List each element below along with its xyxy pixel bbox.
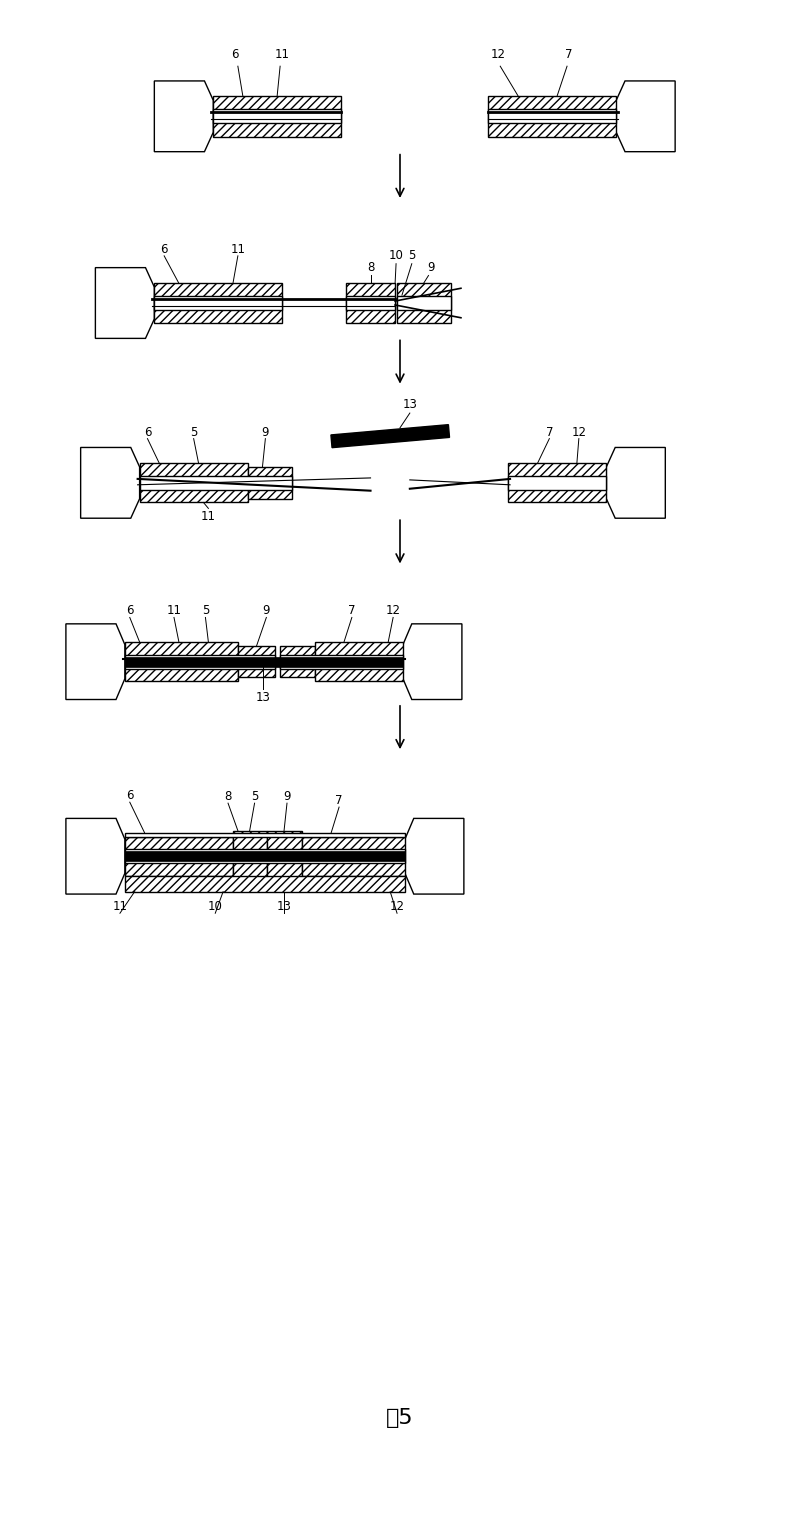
Text: 7: 7: [335, 794, 343, 806]
Text: 9: 9: [262, 605, 270, 617]
Bar: [125, 657, 403, 667]
Polygon shape: [616, 80, 675, 151]
Bar: [314, 642, 403, 681]
Bar: [267, 831, 302, 882]
Bar: [140, 477, 292, 490]
Bar: [280, 646, 314, 678]
Text: 12: 12: [390, 900, 405, 914]
Text: 9: 9: [283, 790, 290, 803]
Text: 8: 8: [224, 790, 232, 803]
Bar: [214, 95, 341, 138]
Text: 7: 7: [566, 48, 573, 62]
Text: 6: 6: [126, 605, 134, 617]
Text: 11: 11: [166, 605, 182, 617]
Bar: [214, 109, 341, 123]
Bar: [248, 468, 292, 499]
Polygon shape: [66, 819, 125, 894]
Text: 6: 6: [161, 244, 168, 256]
Text: 11: 11: [113, 900, 127, 914]
Text: 9: 9: [428, 260, 435, 274]
Text: 图5: 图5: [386, 1409, 414, 1428]
Bar: [154, 283, 282, 322]
Bar: [346, 283, 395, 322]
Bar: [125, 655, 275, 669]
Text: 13: 13: [256, 691, 271, 704]
Text: 11: 11: [230, 244, 246, 256]
Text: 7: 7: [348, 605, 356, 617]
Bar: [233, 831, 267, 882]
Text: 5: 5: [251, 790, 258, 803]
Text: 5: 5: [202, 605, 209, 617]
Text: 11: 11: [201, 510, 216, 523]
Text: 7: 7: [546, 425, 553, 439]
Text: 6: 6: [126, 790, 134, 802]
Polygon shape: [405, 819, 464, 894]
Text: 8: 8: [367, 260, 374, 274]
Bar: [125, 642, 238, 681]
Text: 13: 13: [277, 900, 291, 914]
Bar: [302, 837, 405, 876]
Bar: [238, 646, 275, 678]
Bar: [489, 95, 616, 138]
Bar: [280, 655, 403, 669]
Bar: [397, 297, 451, 310]
Text: 6: 6: [144, 425, 151, 439]
Text: 6: 6: [231, 48, 238, 62]
Text: 5: 5: [408, 248, 415, 262]
Bar: [154, 297, 282, 310]
Text: 10: 10: [208, 900, 222, 914]
Polygon shape: [154, 80, 214, 151]
Bar: [125, 837, 233, 876]
Bar: [489, 109, 616, 123]
Bar: [125, 876, 405, 891]
Bar: [508, 477, 606, 490]
Polygon shape: [403, 623, 462, 699]
Bar: [331, 425, 450, 448]
Bar: [125, 852, 405, 861]
Bar: [125, 849, 405, 862]
Text: 12: 12: [490, 48, 506, 62]
Text: 12: 12: [571, 425, 586, 439]
Polygon shape: [66, 623, 125, 699]
Text: 5: 5: [190, 425, 198, 439]
Text: 11: 11: [274, 48, 290, 62]
Text: 9: 9: [262, 425, 269, 439]
Bar: [397, 283, 451, 322]
Bar: [508, 463, 606, 502]
Bar: [346, 297, 395, 310]
Text: 12: 12: [386, 605, 401, 617]
Polygon shape: [81, 448, 140, 519]
Bar: [125, 832, 405, 837]
Polygon shape: [95, 268, 154, 339]
Text: 13: 13: [402, 398, 418, 412]
Text: 10: 10: [389, 248, 403, 262]
Bar: [140, 463, 248, 502]
Polygon shape: [606, 448, 666, 519]
